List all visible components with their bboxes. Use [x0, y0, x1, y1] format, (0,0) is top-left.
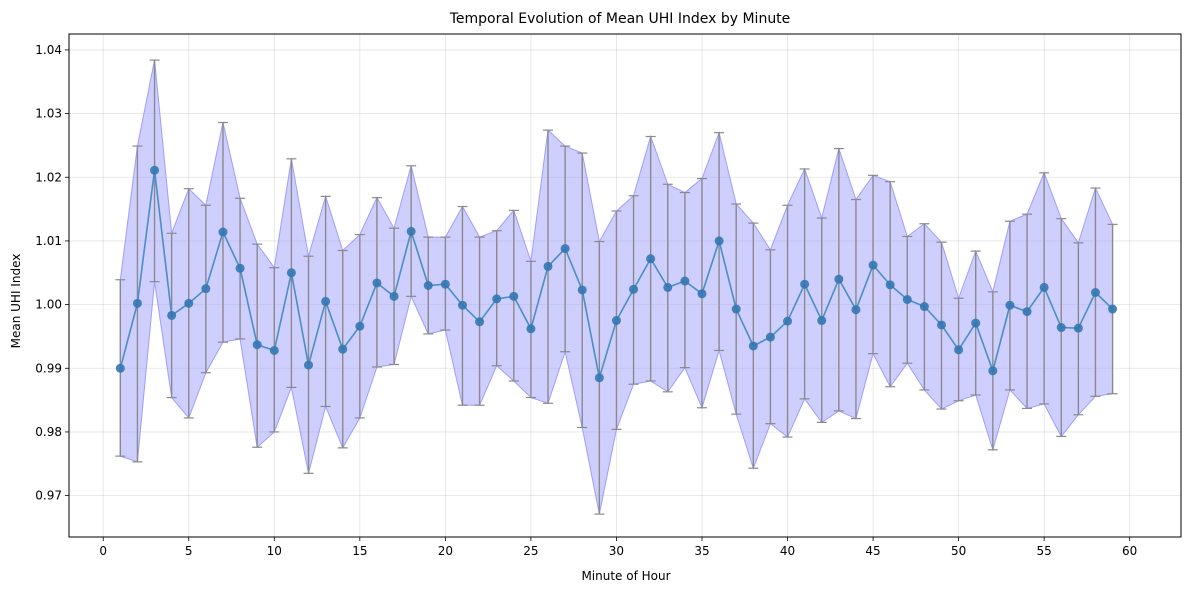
x-axis-label: Minute of Hour [581, 569, 670, 583]
data-point [440, 279, 450, 289]
data-point [184, 298, 194, 308]
data-point [783, 316, 793, 326]
data-point [457, 300, 467, 310]
data-point [851, 305, 861, 315]
data-point [594, 373, 604, 383]
data-point [1090, 288, 1100, 298]
y-tick-label: 1.02 [35, 170, 62, 184]
data-point [629, 284, 639, 294]
data-point [954, 345, 964, 355]
data-point [611, 316, 621, 326]
data-point [389, 291, 399, 301]
data-point [800, 279, 810, 289]
data-point [235, 263, 245, 273]
data-point [372, 278, 382, 288]
y-axis-ticks: 0.97 0.98 0.99 1.00 1.01 1.02 1.03 1.04 [35, 43, 69, 503]
x-tick-label: 45 [865, 544, 880, 558]
data-point [1005, 300, 1015, 310]
data-point [406, 226, 416, 236]
x-tick-label: 35 [694, 544, 709, 558]
data-point [150, 165, 160, 175]
data-point [167, 310, 177, 320]
data-point [304, 360, 314, 370]
x-tick-label: 20 [438, 544, 453, 558]
data-point [1056, 323, 1066, 333]
plot-frame [68, 33, 1182, 538]
data-point [1039, 282, 1049, 292]
y-axis-label: Mean UHI Index [9, 254, 23, 349]
data-point [423, 281, 433, 290]
data-point [817, 316, 827, 326]
data-point [577, 285, 587, 295]
data-point [714, 236, 724, 246]
data-point [868, 260, 878, 270]
data-point [936, 320, 946, 330]
data-point [286, 268, 296, 278]
data-point [543, 261, 553, 271]
data-point [680, 276, 690, 286]
data-point [1022, 307, 1032, 317]
data-point [218, 227, 228, 237]
data-point [269, 345, 279, 355]
mean-series [115, 165, 1118, 383]
data-point [560, 244, 570, 254]
data-point [902, 295, 912, 305]
x-tick-label: 15 [352, 544, 367, 558]
data-point [338, 344, 348, 354]
x-tick-label: 0 [99, 544, 107, 558]
x-axis-ticks: 0 5 10 15 20 25 30 35 40 45 50 55 60 [99, 537, 1137, 558]
y-tick-label: 0.97 [35, 489, 62, 503]
data-point [988, 366, 998, 376]
y-tick-label: 1.00 [35, 298, 62, 312]
data-point [355, 321, 365, 331]
x-tick-label: 60 [1122, 544, 1137, 558]
data-point [252, 340, 262, 350]
chart-title: Temporal Evolution of Mean UHI Index by … [449, 11, 791, 27]
data-point [1073, 323, 1083, 333]
x-tick-label: 50 [951, 544, 966, 558]
data-point [697, 289, 707, 299]
data-point [475, 317, 485, 327]
x-tick-label: 10 [267, 544, 282, 558]
x-tick-label: 55 [1036, 544, 1051, 558]
data-point [492, 294, 502, 304]
data-point [731, 304, 741, 314]
data-point [321, 296, 331, 306]
data-point [132, 298, 142, 308]
y-tick-label: 0.98 [35, 425, 62, 439]
x-tick-label: 40 [780, 544, 795, 558]
x-tick-label: 5 [185, 544, 193, 558]
data-point [765, 332, 775, 342]
y-tick-label: 1.01 [35, 234, 62, 248]
data-point [748, 341, 758, 351]
data-point [526, 324, 536, 334]
data-point [115, 363, 125, 373]
y-tick-label: 1.04 [35, 43, 62, 57]
data-point [1108, 304, 1118, 314]
data-point [509, 291, 519, 301]
x-tick-label: 30 [609, 544, 624, 558]
data-point [201, 284, 211, 294]
data-point [919, 302, 929, 312]
data-point [646, 254, 656, 264]
y-tick-label: 0.99 [35, 361, 62, 375]
data-point [971, 318, 981, 328]
x-tick-label: 25 [523, 544, 538, 558]
data-point [885, 280, 895, 290]
data-point [663, 282, 673, 292]
y-tick-label: 1.03 [35, 107, 62, 121]
data-point [834, 274, 844, 284]
